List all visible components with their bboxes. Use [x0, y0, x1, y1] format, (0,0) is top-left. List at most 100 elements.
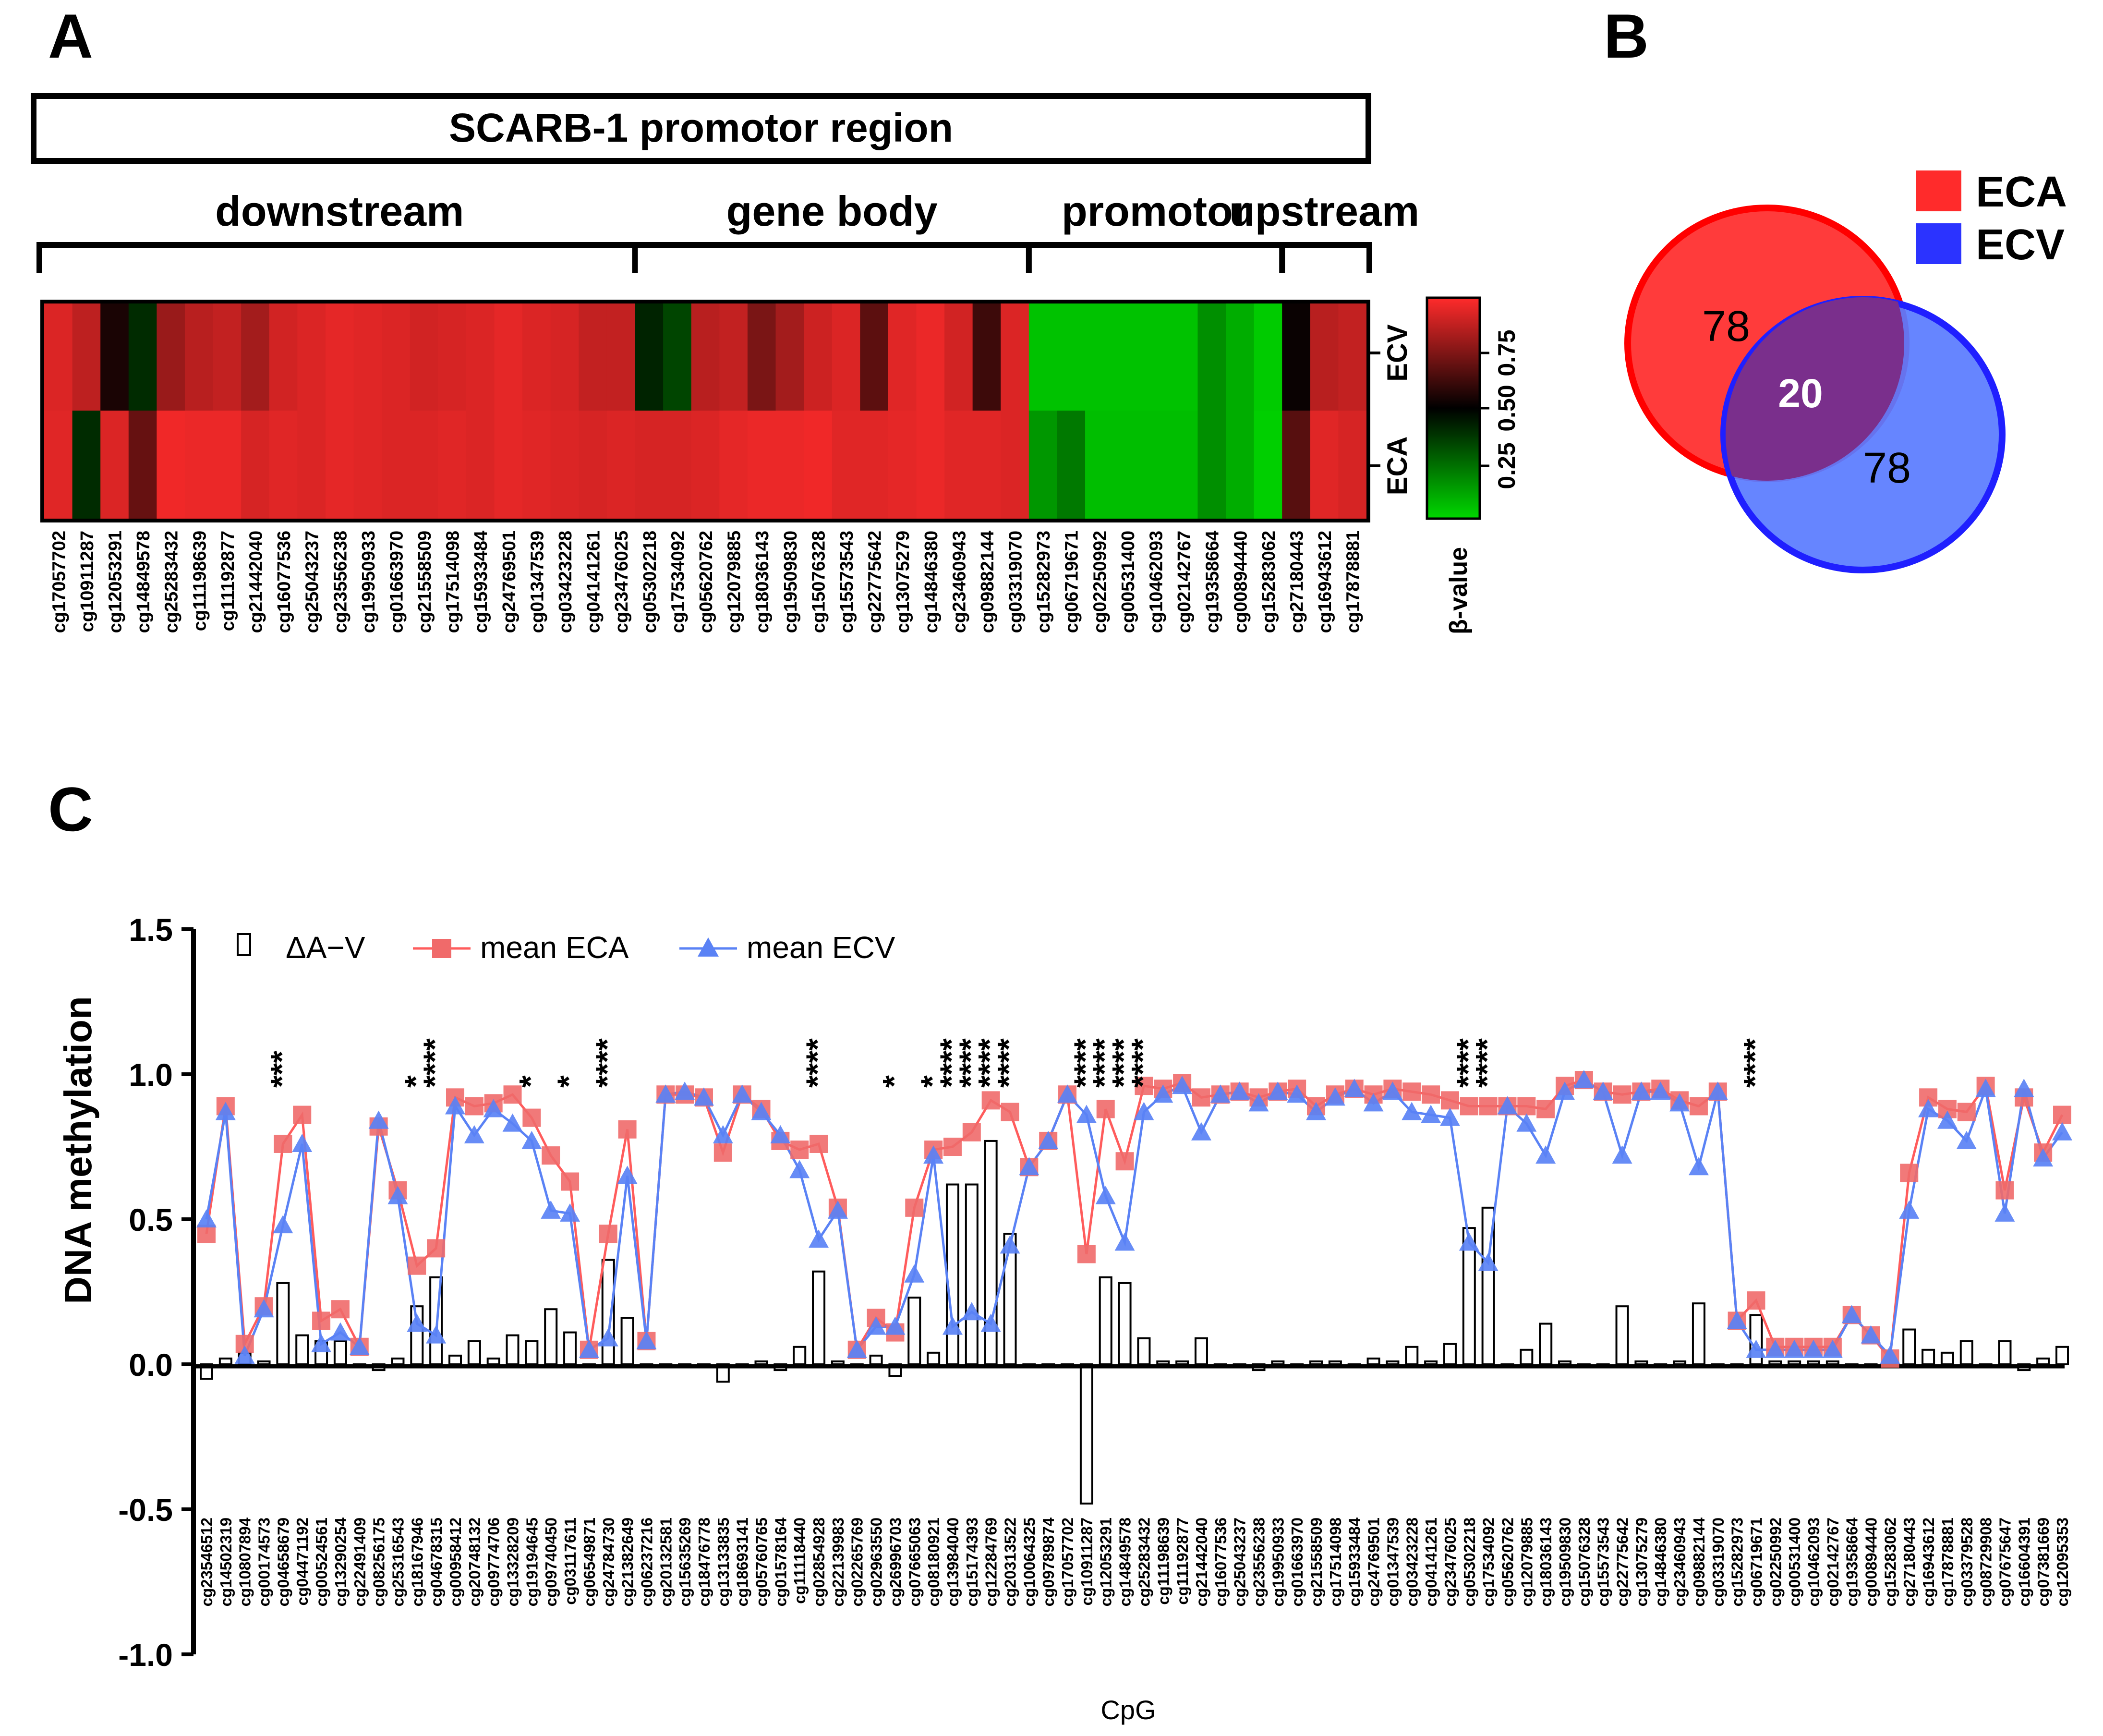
- x-tick-label: cg21558509: [1307, 1517, 1325, 1606]
- delta-bar: [965, 1183, 979, 1366]
- x-tick-label: cg20748132: [466, 1517, 483, 1606]
- delta-bar: [1807, 1360, 1821, 1365]
- point-mean-ecv: [1210, 1084, 1231, 1103]
- heatmap-cell-eca: [635, 411, 664, 519]
- point-mean-eca: [1613, 1085, 1632, 1104]
- delta-bar: [812, 1270, 826, 1365]
- heatmap-cells: [44, 303, 1367, 519]
- heatmap-cell-eca: [522, 411, 551, 519]
- x-tick-label: cg15635269: [676, 1517, 694, 1606]
- point-mean-eca: [331, 1300, 350, 1319]
- x-tick-label: cg17534092: [1480, 1517, 1498, 1606]
- delta-bar: [1768, 1360, 1782, 1365]
- x-tick-label: cg08180921: [925, 1517, 943, 1606]
- point-mean-eca: [293, 1105, 312, 1124]
- point-mean-eca: [618, 1120, 637, 1139]
- delta-bar: [257, 1360, 271, 1365]
- point-mean-eca: [312, 1311, 331, 1330]
- x-tick-label: cg09740450: [542, 1517, 560, 1606]
- x-tick-label: cg14502319: [217, 1517, 235, 1606]
- point-mean-ecv: [1439, 1107, 1460, 1126]
- x-tick-label: cg17057702: [1059, 1517, 1076, 1606]
- point-mean-eca: [713, 1143, 732, 1162]
- point-mean-eca: [1689, 1097, 1708, 1116]
- heatmap-column-label: cg01347539: [527, 531, 547, 633]
- significance-marker: ****: [417, 1038, 452, 1088]
- x-tick-label: cg23556238: [1250, 1517, 1268, 1606]
- heatmap-cell-eca: [775, 411, 804, 519]
- delta-bar: [333, 1340, 347, 1365]
- x-tick-label: cg07381669: [2034, 1517, 2052, 1606]
- heatmap-column-label: cg15282973: [1034, 531, 1054, 633]
- x-tick-label: cg18036143: [1537, 1517, 1555, 1606]
- x-tick-label: cg19509830: [1556, 1517, 1574, 1606]
- x-tick-label: cg25043237: [1231, 1517, 1249, 1606]
- point-mean-ecv: [1593, 1081, 1613, 1100]
- heatmap-column-label: cg03319070: [1006, 531, 1026, 633]
- point-mean-ecv: [1057, 1084, 1078, 1103]
- significance-marker: ****: [1067, 1038, 1103, 1088]
- heatmap-column-label: cg21442040: [246, 531, 266, 633]
- heatmap-cell-eca: [550, 411, 579, 519]
- point-mean-ecv: [1114, 1232, 1135, 1251]
- significance-marker: ****: [1124, 1038, 1160, 1088]
- y-tick-label: -1.0: [118, 1637, 173, 1673]
- point-mean-eca: [810, 1134, 828, 1153]
- point-mean-eca: [1900, 1164, 1919, 1182]
- point-mean-eca: [1096, 1100, 1115, 1118]
- x-tick-label: cg22491409: [351, 1517, 369, 1606]
- point-mean-eca: [1422, 1085, 1440, 1104]
- x-tick-label: cg13984040: [944, 1517, 962, 1606]
- heatmap-cell-ecv: [72, 303, 101, 411]
- x-tick-label: cg15174393: [963, 1517, 981, 1606]
- x-tick-label: cg23546512: [198, 1517, 216, 1606]
- significance-marker: ***: [264, 1051, 299, 1088]
- x-tick-label: cg06237216: [638, 1517, 655, 1606]
- heatmap-column-label: cg11198639: [190, 531, 210, 631]
- heatmap-cell-ecv: [1113, 303, 1142, 411]
- line-chart-panel: 1.51.00.50.0-0.5-1.0 *** ***** * * **** **** *…: [57, 912, 2072, 1725]
- point-mean-eca: [1517, 1097, 1536, 1116]
- point-mean-ecv: [617, 1165, 638, 1184]
- heatmap-cell-eca: [128, 411, 157, 519]
- heatmap-cell-eca: [1001, 411, 1029, 519]
- colorbar-tick-label-050: 0.50: [1493, 385, 1520, 431]
- delta-bar: [1099, 1276, 1112, 1366]
- point-mean-ecv: [1306, 1102, 1327, 1120]
- point-mean-ecv: [292, 1133, 313, 1152]
- delta-bar: [1194, 1337, 1208, 1365]
- heatmap-cell-ecv: [1310, 303, 1339, 411]
- heatmap-cell-eca: [269, 411, 298, 519]
- heatmap-column-label: cg22775642: [865, 531, 885, 633]
- delta-bar: [1940, 1351, 1954, 1366]
- heatmap-cell-ecv: [1057, 303, 1086, 411]
- x-tick-label: cg11118440: [791, 1517, 809, 1604]
- heatmap-cell-eca: [1282, 411, 1311, 519]
- delta-bar: [907, 1297, 921, 1366]
- heatmap-column-label: cg06719671: [1062, 531, 1082, 633]
- heatmap-column-label: cg10911287: [77, 531, 97, 632]
- heatmap-frame: [40, 300, 1370, 522]
- point-mean-eca: [1957, 1103, 1976, 1121]
- point-mean-ecv: [693, 1087, 714, 1106]
- point-mean-eca: [542, 1146, 560, 1165]
- heatmap-column-label: cg01663970: [387, 531, 407, 633]
- y-tick-label: 0.0: [129, 1347, 173, 1383]
- series-points-mean-ecv: [196, 1070, 2072, 1364]
- heatmap-cell-ecv: [1226, 303, 1255, 411]
- x-tick-label: cg00524561: [313, 1517, 330, 1606]
- significance-marker: ****: [991, 1038, 1027, 1088]
- point-mean-ecv: [2014, 1079, 2034, 1097]
- x-tick-label: cg20132581: [657, 1517, 675, 1606]
- heatmap-column-label: cg19358664: [1203, 531, 1223, 633]
- point-mean-eca: [1135, 1077, 1153, 1095]
- heatmap-cell-eca: [1028, 411, 1058, 519]
- region-label: upstream: [1229, 187, 1419, 235]
- point-mean-ecv: [502, 1113, 523, 1132]
- significance-marker: ****: [1450, 1038, 1486, 1088]
- legend-swatch-delta: [237, 933, 251, 956]
- x-axis-title: CpG: [1100, 1695, 1156, 1725]
- x-tick-label: cg18167946: [408, 1517, 426, 1606]
- delta-bar: [1558, 1360, 1572, 1365]
- heatmap-cell-ecv: [438, 303, 467, 411]
